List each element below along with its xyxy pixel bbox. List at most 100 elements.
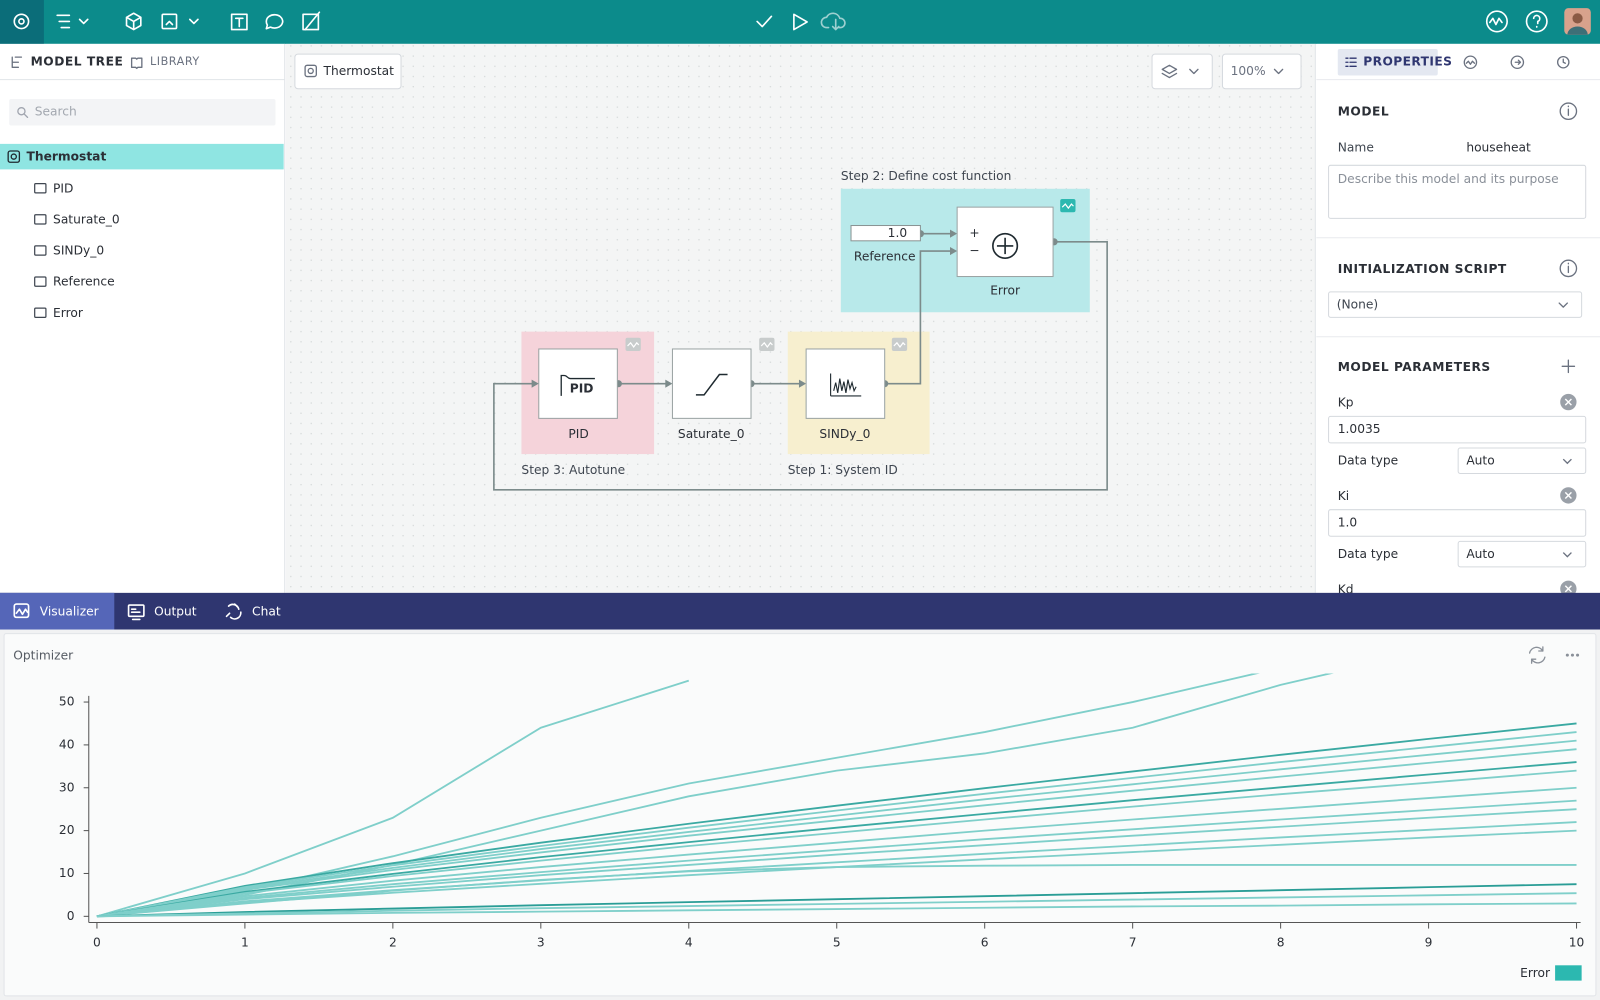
description-box[interactable]: [1328, 164, 1587, 219]
comment-button[interactable]: [265, 13, 284, 30]
field-value[interactable]: househeat: [1466, 140, 1531, 154]
y-tick-label: 30: [59, 780, 75, 794]
zoom-dropdown[interactable]: [1221, 53, 1302, 90]
breadcrumb-icon: [304, 64, 317, 78]
pid-block[interactable]: [538, 348, 618, 419]
text-button[interactable]: [230, 13, 248, 31]
tab-library[interactable]: LIBRARY: [150, 55, 200, 68]
y-tick-label: 50: [59, 695, 75, 709]
param-value: 1.0035: [1338, 422, 1381, 436]
menu-button[interactable]: [56, 14, 89, 29]
series-line: [96, 808, 1577, 918]
avatar[interactable]: [1564, 8, 1591, 35]
saturate-icon: [695, 373, 728, 396]
plot-toggle[interactable]: [1060, 198, 1076, 213]
y-tick-label: 0: [67, 909, 75, 923]
left-panel: [0, 43, 285, 593]
param-input[interactable]: [1328, 509, 1587, 537]
series-line: [96, 761, 1577, 918]
info-icon[interactable]: [1559, 259, 1578, 278]
x-tick-label: 10: [1569, 935, 1585, 949]
logo-icon: [13, 13, 30, 30]
field-label: Data type: [1338, 454, 1398, 468]
block-label: PID: [568, 427, 588, 441]
section-heading: INITIALIZATION SCRIPT: [1338, 262, 1507, 276]
sum-icon: [992, 232, 1019, 259]
zoom-value[interactable]: 100%: [1231, 64, 1266, 78]
bottom-tab-bar: [0, 592, 1600, 630]
section-heading: MODEL: [1338, 105, 1389, 119]
tab-visualizer[interactable]: Visualizer: [40, 605, 100, 619]
sign: −: [969, 244, 979, 258]
submodel-button[interactable]: [161, 13, 199, 30]
block-label: SINDy_0: [819, 427, 870, 441]
tree-item[interactable]: SINDy_0: [53, 244, 104, 258]
tab-model-tree[interactable]: MODEL TREE: [31, 55, 124, 69]
logo[interactable]: [0, 0, 44, 44]
plot-lines: [96, 673, 1577, 918]
tab-chat[interactable]: Chat: [252, 605, 281, 619]
tree-item[interactable]: Error: [53, 306, 84, 320]
check-button[interactable]: [756, 15, 773, 28]
select-value: (None): [1337, 298, 1378, 312]
block-icon: [34, 245, 47, 256]
series-line: [96, 821, 1577, 918]
x-tick-label: 3: [537, 935, 545, 949]
plot-toggle-off[interactable]: [625, 337, 908, 352]
more-button[interactable]: [1565, 653, 1580, 657]
active-tab[interactable]: [0, 592, 115, 630]
block-icon: [34, 307, 47, 318]
script-select[interactable]: [1328, 291, 1583, 318]
search-placeholder: Search: [35, 105, 77, 119]
y-tick-label: 40: [59, 737, 75, 751]
group-label: Step 2: Define cost function: [841, 169, 1012, 183]
library-icon: [130, 57, 143, 70]
run-button[interactable]: [793, 13, 808, 31]
type-select[interactable]: [1457, 540, 1587, 568]
annotate-button[interactable]: [302, 11, 321, 31]
chevron: [1562, 458, 1572, 465]
panel-tab-icons[interactable]: [1463, 55, 1570, 70]
tree-item[interactable]: PID: [53, 181, 73, 195]
breadcrumb[interactable]: [294, 53, 402, 90]
series-line: [96, 892, 1577, 918]
model-icon: [7, 150, 21, 163]
tree-root-row[interactable]: [0, 143, 284, 170]
tree-root[interactable]: Thermostat: [27, 150, 107, 164]
breadcrumb-label[interactable]: Thermostat: [322, 64, 394, 78]
tree-icon: [11, 56, 23, 69]
sindy-block[interactable]: [805, 348, 886, 419]
tree-item[interactable]: Reference: [53, 275, 115, 289]
layers-dropdown[interactable]: [1151, 53, 1213, 90]
group-label: Step 1: System ID: [788, 463, 898, 477]
properties-tab[interactable]: [1337, 48, 1438, 76]
reference-block[interactable]: [850, 225, 921, 242]
description-placeholder: Describe this model and its purpose: [1338, 172, 1559, 186]
series-line: [96, 679, 690, 918]
info-icon[interactable]: [1559, 102, 1578, 121]
field-label: Name: [1338, 140, 1374, 154]
add-block-button[interactable]: [125, 12, 142, 31]
x-tick-label: 2: [389, 935, 397, 949]
remove-icon: [1564, 491, 1572, 499]
param-input[interactable]: [1328, 415, 1587, 444]
x-tick-label: 7: [1129, 935, 1137, 949]
refresh-button[interactable]: [1528, 646, 1546, 664]
param-name: Kd: [1338, 582, 1354, 596]
search-box[interactable]: [9, 98, 276, 126]
block-label: Reference: [854, 250, 916, 264]
help-button[interactable]: [1525, 10, 1548, 33]
signals-button[interactable]: [1485, 10, 1508, 33]
tab-output[interactable]: Output: [154, 605, 197, 619]
deploy-button[interactable]: [820, 12, 846, 31]
x-tick-label: 6: [981, 935, 989, 949]
series-line: [96, 786, 1577, 918]
type-select[interactable]: [1457, 447, 1587, 474]
tree-item[interactable]: Saturate_0: [53, 212, 120, 226]
add-parameter[interactable]: [1561, 359, 1576, 374]
legend-swatch: [1555, 965, 1582, 981]
properties-tab-label[interactable]: PROPERTIES: [1363, 55, 1452, 69]
tab-icons: [13, 603, 242, 621]
sindy-icon: [830, 373, 862, 397]
select-value: Auto: [1466, 454, 1494, 468]
